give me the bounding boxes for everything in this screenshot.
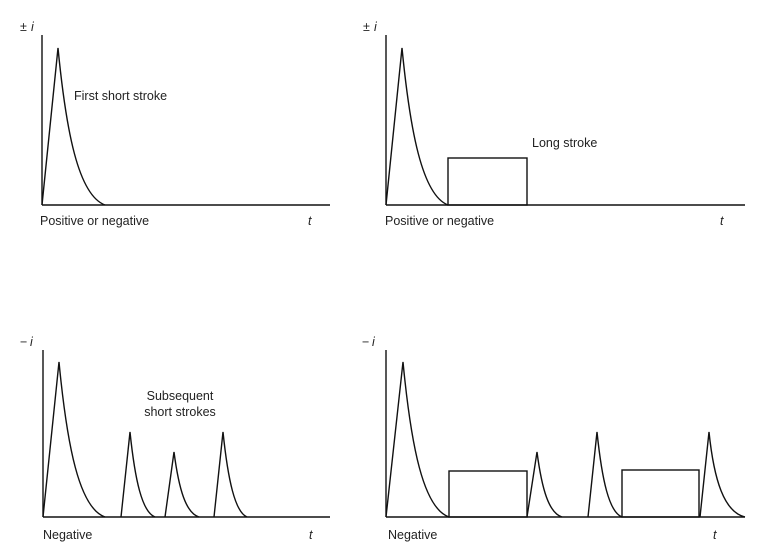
axis-variable: i bbox=[372, 335, 376, 349]
time-label: t bbox=[309, 528, 313, 542]
annotation: Subsequent bbox=[147, 389, 214, 403]
panel: − i Subsequent short strokes Negative t bbox=[20, 335, 330, 542]
axis-sign: ± bbox=[363, 20, 370, 34]
axis-variable: i bbox=[30, 335, 34, 349]
polarity-label: Negative bbox=[388, 528, 437, 542]
stroke-waveform bbox=[526, 451, 563, 518]
annotation: Long stroke bbox=[532, 136, 597, 150]
annotation: First short stroke bbox=[74, 89, 167, 103]
long-stroke bbox=[621, 469, 700, 518]
time-label: t bbox=[720, 214, 724, 228]
polarity-label: Negative bbox=[43, 528, 92, 542]
stroke-waveform bbox=[120, 431, 156, 518]
axis-variable: i bbox=[31, 20, 35, 34]
axis-sign: − bbox=[20, 335, 27, 349]
long-stroke bbox=[448, 470, 528, 518]
stroke-waveform bbox=[587, 431, 623, 518]
long-stroke bbox=[447, 157, 528, 206]
axis-variable: i bbox=[374, 20, 378, 34]
stroke-waveform bbox=[385, 361, 450, 518]
stroke-waveform bbox=[699, 431, 746, 518]
time-label: t bbox=[308, 214, 312, 228]
polarity-label: Positive or negative bbox=[40, 214, 149, 228]
time-label: t bbox=[713, 528, 717, 542]
panel: ± i First short stroke Positive or negat… bbox=[20, 20, 330, 228]
panel: ± i Long stroke Positive or negative t bbox=[363, 20, 745, 228]
panel: − i Negative t bbox=[362, 335, 746, 542]
stroke-waveform bbox=[385, 47, 449, 206]
axis-sign: ± bbox=[20, 20, 27, 34]
stroke-waveform bbox=[42, 361, 106, 518]
stroke-waveform bbox=[213, 431, 248, 518]
stroke-waveform bbox=[41, 47, 106, 206]
axis-sign: − bbox=[362, 335, 369, 349]
stroke-waveform bbox=[164, 451, 200, 518]
annotation: short strokes bbox=[144, 405, 216, 419]
polarity-label: Positive or negative bbox=[385, 214, 494, 228]
